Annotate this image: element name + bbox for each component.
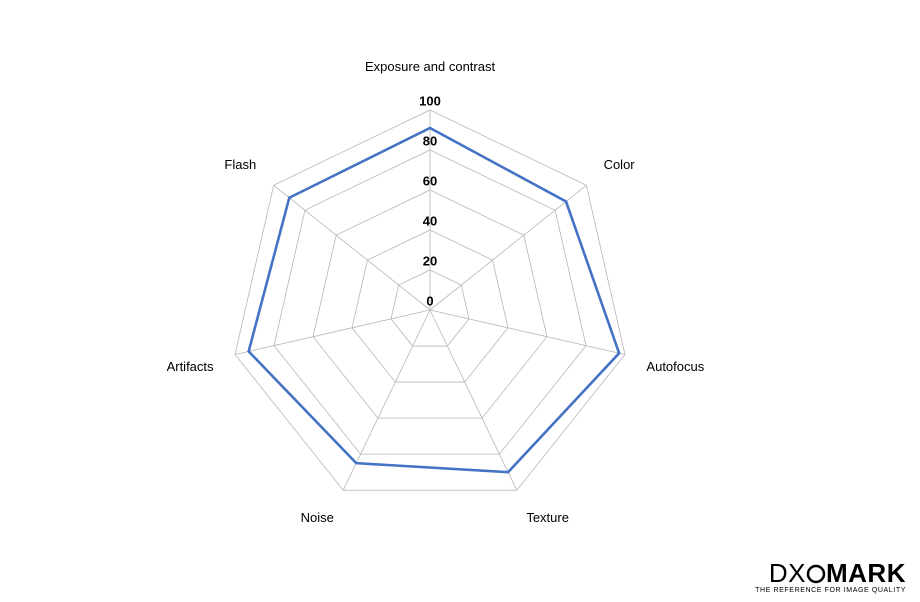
radar-axis-label: Noise — [301, 510, 334, 525]
brand-logo-text-2: MARK — [826, 558, 906, 588]
radar-tick-label: 0 — [426, 294, 433, 309]
radar-chart — [0, 0, 920, 602]
radar-tick-label: 80 — [423, 134, 437, 149]
radar-axis-label: Flash — [224, 157, 256, 172]
brand-logo-text-1: DX — [769, 558, 806, 588]
brand-logo: DX MARK THE REFERENCE FOR IMAGE QUALITY — [755, 560, 906, 594]
radar-tick-label: 20 — [423, 254, 437, 269]
radar-tick-label: 60 — [423, 174, 437, 189]
radar-tick-label: 40 — [423, 214, 437, 229]
radar-axis-label: Autofocus — [646, 359, 704, 374]
radar-axis-label: Color — [604, 157, 635, 172]
radar-axis-label: Texture — [526, 510, 569, 525]
brand-logo-circle-icon — [806, 564, 826, 584]
brand-tagline: THE REFERENCE FOR IMAGE QUALITY — [755, 587, 906, 594]
radar-tick-label: 100 — [419, 94, 441, 109]
radar-axis-label: Artifacts — [167, 359, 214, 374]
radar-axis-label: Exposure and contrast — [365, 59, 495, 74]
